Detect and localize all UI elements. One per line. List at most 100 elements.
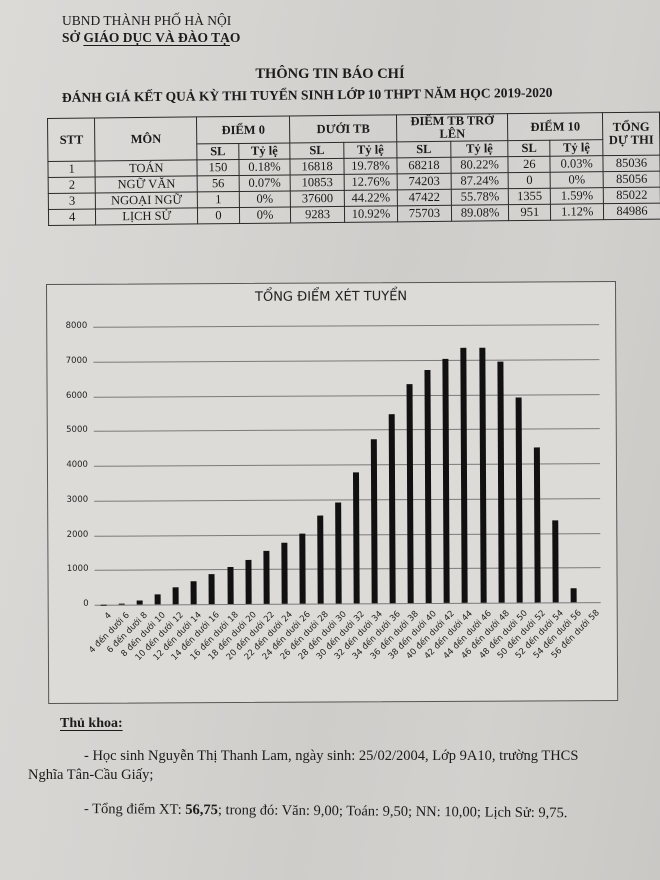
header-tbtrolen: ĐIỂM TB TRỞ LÊN [396,113,509,142]
chart-bar [370,439,378,604]
cell-d0-tl: 0% [239,206,291,224]
cell-dtb-sl: 10853 [290,174,345,191]
header-sl: SL [396,141,451,158]
scores-breakdown: ; trong đó: Văn: 9,00; Toán: 9,50; NN: 1… [217,802,568,822]
chart-bar [208,574,216,605]
chart-plot-area: 0 1000 2000 3000 4000 5000 6000 7000 8000 [66,321,601,609]
cell-d0-sl: 56 [197,175,240,192]
header-tyle: Tỷ lệ [450,140,509,158]
cell-d10-sl: 1355 [508,188,551,205]
header-tyle: Tỷ lệ [343,141,397,159]
header-sl: SL [196,143,239,160]
y-tick-label: 6000 [65,390,88,401]
cell-dtb-tl: 44.22% [344,189,398,207]
cell-d10-tl: 1.59% [550,187,604,205]
cell-dtb-tl: 12.76% [344,173,398,191]
chart-bar [245,559,252,604]
cell-mon: NGOẠI NGỮ [95,191,198,209]
chart-bar [118,604,125,605]
cell-dtb-sl: 16818 [290,158,345,175]
scores-prefix: - Tổng điểm XT: [83,801,186,818]
cell-stt: 2 [48,176,96,194]
cell-d0-tl: 0.18% [238,158,291,176]
cell-mon: NGỮ VĂN [95,175,198,193]
cell-dtb-tl: 19.78% [343,157,398,175]
org-line-2-underlined: GIÁO DỤC VÀ ĐÀO TẠ [83,30,230,45]
cell-d10-tl: 1.12% [550,203,604,221]
cell-tong: 85022 [603,187,660,204]
cell-d0-sl: 150 [197,159,239,176]
chart-bar [190,581,198,605]
cell-d10-tl: 0.03% [550,155,604,173]
header-diem0: ĐIỂM 0 [196,115,290,144]
cell-stt: 1 [47,160,96,178]
cell-tb-sl: 75703 [397,205,452,222]
cell-mon: TOÁN [95,159,198,177]
valedictorian-info: - Học sinh Nguyễn Thị Thanh Lam, ngày si… [28,748,579,783]
valedictorian-heading: Thủ khoa: [60,716,123,731]
cell-tb-tl: 89.08% [451,204,509,222]
chart-bar [263,551,270,604]
chart-bar [136,600,143,605]
document-subtitle: ĐÁNH GIÁ KẾT QUẢ KỲ THI TUYỂN SINH LỚP 1… [61,84,553,105]
cell-d10-tl: 0% [550,171,604,189]
valedictorian-scores: - Tổng điểm XT: 56,75; trong đó: Văn: 9,… [84,801,568,822]
y-tick-label: 2000 [66,529,89,540]
y-tick-label: 3000 [66,494,89,505]
chart-title: TỔNG ĐIỂM XÉT TUYỂN [254,289,408,305]
results-table: STT MÔN ĐIỂM 0 DƯỚI TB ĐIỂM TB TRỞ LÊN Đ… [47,111,660,226]
chart-bar [533,447,541,603]
chart-bar [317,515,324,604]
chart-bar [281,542,288,604]
chart-bar [353,472,360,604]
document-title: THÔNG TIN BÁO CHÍ [255,66,405,82]
cell-d0-sl: 0 [197,207,240,224]
cell-d0-sl: 1 [197,191,240,208]
y-tick-label: 7000 [65,355,88,366]
chart-bar [227,567,234,605]
header-sl: SL [289,142,344,159]
header-duoitb: DƯỚI TB [289,114,397,143]
chart-bar [570,588,577,603]
org-line-2: SỞ GIÁO DỤC VÀ ĐÀO TẠO [62,29,240,46]
header-sl: SL [508,140,551,157]
header-mon: MÔN [94,116,198,161]
chart-bar [335,502,342,604]
cell-d10-sl: 26 [508,156,551,173]
chart-bar [299,533,306,604]
organization-header: UBND THÀNH PHỐ HÀ NỘI SỞ GIÁO DỤC VÀ ĐÀO… [62,12,240,46]
chart-bar [478,347,487,603]
chart-bar [552,520,559,603]
cell-tong: 85056 [603,171,660,188]
y-tick-label: 1000 [66,564,89,575]
cell-dtb-sl: 9283 [290,206,345,223]
total-score: 56,75 [185,801,219,819]
y-tick-label: 0 [83,598,89,609]
org-line-1: UBND THÀNH PHỐ HÀ NỘI [62,13,232,28]
cell-tb-tl: 80.22% [450,156,509,174]
cell-tb-tl: 55.78% [451,188,509,206]
y-tick-label: 5000 [66,425,88,436]
cell-tong: 84986 [603,203,660,220]
cell-mon: LỊCH SỬ [95,207,198,225]
org-line-2-suffix: O [229,30,241,45]
cell-d0-tl: 0% [239,190,291,208]
chart-bar [497,361,505,603]
y-tick-label: 4000 [66,459,88,470]
chart-bar [406,384,414,604]
header-stt: STT [47,117,96,162]
x-tick-label: 4 [102,610,114,622]
cell-dtb-sl: 37600 [290,190,345,207]
header-tyle: Tỷ lệ [550,139,603,157]
chart-bar [388,414,396,604]
cell-d0-tl: 0.07% [238,174,291,192]
header-tyle: Tỷ lệ [238,142,291,160]
cell-dtb-tl: 10.92% [344,205,398,223]
chart-bar [424,370,432,604]
cell-d10-sl: 951 [508,204,551,221]
chart-bar [460,348,469,603]
cell-stt: 3 [48,192,96,210]
chart-bar [515,397,523,603]
chart-bar [172,586,179,605]
cell-tb-sl: 68218 [396,157,452,174]
